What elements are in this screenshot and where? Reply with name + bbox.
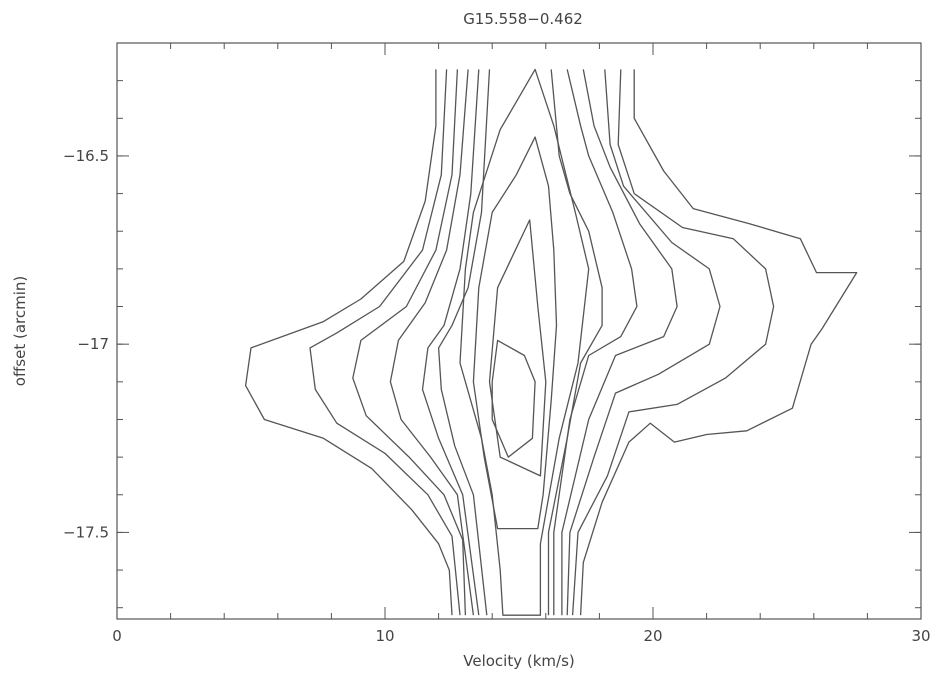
contour-line-level-5 xyxy=(553,69,638,616)
contour-line-level-9 xyxy=(488,219,547,477)
contour-line-level-2 xyxy=(571,69,775,616)
y-tick-label: −17.5 xyxy=(63,523,109,541)
contour-line-level-3 xyxy=(352,69,467,616)
axis-ticks: 0 10 20 30 −16.5 −17 −17.5 xyxy=(63,42,931,645)
contour-lines xyxy=(244,68,858,616)
x-axis-label: Velocity (km/s) xyxy=(463,652,574,670)
plot-frame xyxy=(116,42,922,620)
contour-line-level-7 xyxy=(459,68,590,616)
contour-line-level-10 xyxy=(491,339,536,458)
contour-line-level-8 xyxy=(472,136,558,530)
contour-line-level-5 xyxy=(421,69,480,616)
x-tick-label: 0 xyxy=(112,627,122,645)
contour-line-level-4 xyxy=(389,69,475,616)
contour-line-level-4 xyxy=(561,69,678,616)
contour-line-level-6 xyxy=(437,69,491,616)
y-tick-label: −16.5 xyxy=(63,147,109,165)
contour-line-level-2 xyxy=(309,69,461,616)
contour-line-level-6 xyxy=(547,69,603,616)
x-tick-label: 30 xyxy=(911,627,930,645)
contour-line-level-3 xyxy=(566,69,721,616)
y-axis-label: offset (arcmin) xyxy=(11,276,29,386)
x-tick-label: 20 xyxy=(643,627,662,645)
contour-line-level-1 xyxy=(244,69,453,616)
chart-title: G15.558−0.462 xyxy=(463,10,583,28)
y-tick-label: −17 xyxy=(77,335,109,353)
contour-line-level-1 xyxy=(579,69,858,616)
x-tick-label: 10 xyxy=(375,627,394,645)
